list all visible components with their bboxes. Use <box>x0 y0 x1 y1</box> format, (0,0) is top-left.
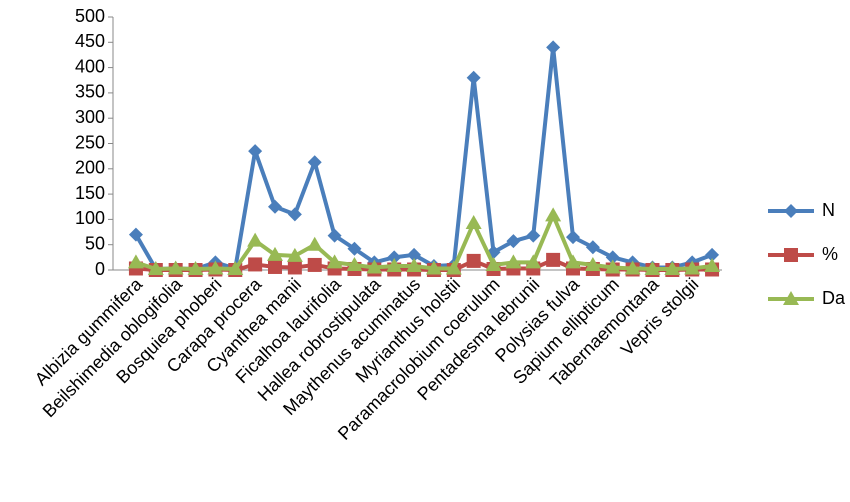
point <box>545 207 562 222</box>
point <box>346 256 363 271</box>
point <box>247 232 264 247</box>
point <box>347 241 362 256</box>
point <box>268 199 282 214</box>
point <box>307 257 322 272</box>
point <box>705 247 720 262</box>
point <box>287 260 302 275</box>
y-tick-label: 300 <box>75 107 105 127</box>
point <box>486 245 501 260</box>
point <box>207 260 224 275</box>
point <box>406 257 423 272</box>
point <box>425 260 442 275</box>
y-tick-label: 500 <box>75 6 105 26</box>
point <box>366 259 383 274</box>
point <box>147 260 164 275</box>
point <box>128 227 143 242</box>
point <box>227 260 244 275</box>
point <box>248 257 263 272</box>
point <box>604 259 621 274</box>
y-tick-label: 200 <box>75 158 105 178</box>
point <box>546 252 561 267</box>
point <box>466 70 481 85</box>
y-tick-label: 450 <box>75 31 105 51</box>
point <box>407 247 422 262</box>
point <box>465 214 482 229</box>
point <box>445 260 462 275</box>
series-line <box>134 45 713 271</box>
point <box>387 250 402 265</box>
point <box>684 260 701 275</box>
y-tick-label: 150 <box>75 183 105 203</box>
point <box>307 155 322 170</box>
point <box>286 247 303 262</box>
point <box>644 260 661 275</box>
point <box>466 253 481 268</box>
point <box>525 254 542 269</box>
point <box>386 257 403 272</box>
point <box>127 254 144 269</box>
point <box>167 260 184 275</box>
point <box>485 256 502 271</box>
point <box>187 260 204 275</box>
legend-label: N <box>822 200 835 220</box>
point <box>566 230 580 245</box>
point <box>784 248 798 262</box>
point <box>326 254 343 269</box>
point <box>605 250 620 265</box>
y-tick-label: 0 <box>95 259 105 279</box>
point <box>783 291 799 305</box>
point <box>565 254 581 269</box>
point <box>327 228 342 243</box>
point <box>526 228 541 243</box>
legend-label: % <box>822 244 838 264</box>
point <box>506 234 521 249</box>
y-tick-label: 400 <box>75 56 105 76</box>
y-tick-label: 50 <box>85 233 105 253</box>
point <box>287 207 302 222</box>
point <box>505 254 522 269</box>
point <box>784 204 798 218</box>
y-tick-label: 250 <box>75 132 105 152</box>
point <box>306 236 323 251</box>
point <box>704 257 721 272</box>
point <box>624 260 641 275</box>
y-tick-label: 100 <box>75 208 105 228</box>
point <box>585 240 600 255</box>
y-tick-label: 350 <box>75 82 105 102</box>
legend-label: Da <box>822 288 846 308</box>
point <box>267 246 283 261</box>
point <box>664 260 681 275</box>
point <box>248 144 263 159</box>
point <box>268 259 282 274</box>
point <box>584 256 601 271</box>
point <box>546 40 561 55</box>
